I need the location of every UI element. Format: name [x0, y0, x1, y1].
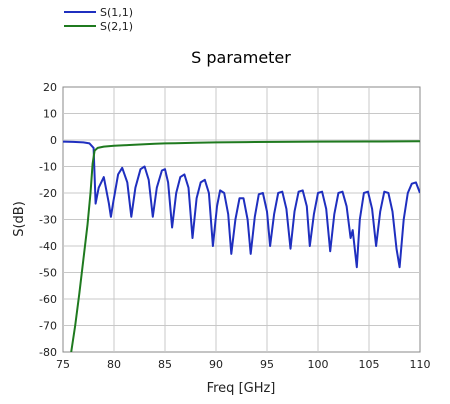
y-axis-label: S(dB) — [12, 201, 27, 237]
legend-label-s11: S(1,1) — [100, 6, 133, 19]
chart-title: S parameter — [191, 48, 291, 67]
x-axis-label: Freq [GHz] — [207, 381, 276, 396]
legend-label-s21: S(2,1) — [100, 20, 133, 33]
grid-lines — [63, 87, 420, 352]
x-tick-label: 85 — [158, 358, 172, 371]
x-tick-label: 95 — [260, 358, 274, 371]
y-tick-label: -20 — [39, 187, 57, 200]
y-tick-label: -80 — [39, 346, 57, 359]
y-tick-label: -60 — [39, 293, 57, 306]
x-tick-label: 80 — [107, 358, 121, 371]
x-tick-label: 100 — [308, 358, 329, 371]
y-tick-label: 20 — [43, 81, 57, 94]
y-tick-label: 10 — [43, 108, 57, 121]
series-layer — [63, 140, 420, 352]
y-tick-label: 0 — [50, 134, 57, 147]
x-tick-labels: 75 80 85 90 95 100 105 110 — [56, 358, 431, 371]
series-line-s11 — [63, 140, 420, 269]
y-tick-label: -40 — [39, 240, 57, 253]
y-tick-label: -30 — [39, 214, 57, 227]
legend: S(1,1) S(2,1) — [64, 6, 133, 33]
x-tick-label: 90 — [209, 358, 223, 371]
y-tick-label: -10 — [39, 161, 57, 174]
x-tick-label: 105 — [359, 358, 380, 371]
y-tick-label: -70 — [39, 320, 57, 333]
series-line-s21 — [70, 140, 420, 352]
y-tick-label: -50 — [39, 267, 57, 280]
x-tick-label: 110 — [410, 358, 431, 371]
y-tick-labels: 20 10 0 -10 -20 -30 -40 -50 -60 -70 -80 — [39, 81, 57, 359]
x-tick-label: 75 — [56, 358, 70, 371]
